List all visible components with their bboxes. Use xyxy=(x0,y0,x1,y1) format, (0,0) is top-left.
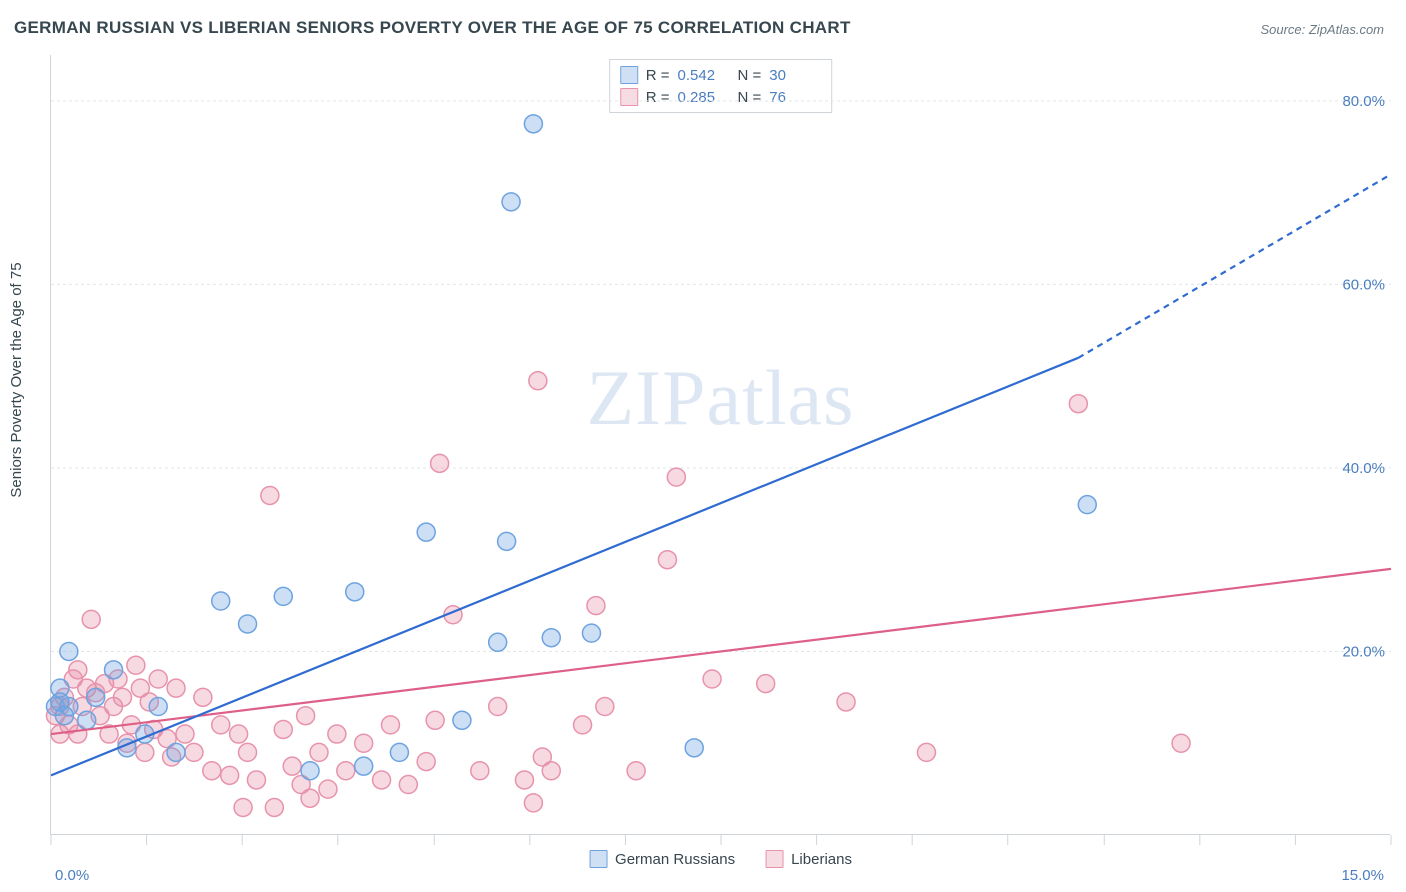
chart-title: GERMAN RUSSIAN VS LIBERIAN SENIORS POVER… xyxy=(14,18,851,38)
svg-text:80.0%: 80.0% xyxy=(1342,93,1385,110)
svg-text:60.0%: 60.0% xyxy=(1342,276,1385,293)
swatch-icon xyxy=(589,850,607,868)
scatter-plot-svg: 20.0% 40.0% 60.0% 80.0% xyxy=(51,55,1390,834)
y-axis-label: Seniors Poverty Over the Age of 75 xyxy=(8,262,25,497)
legend-item-liberians: Liberians xyxy=(765,850,852,868)
source-attribution: Source: ZipAtlas.com xyxy=(1260,22,1384,37)
plot-area: ZIPatlas R = 0.542 N = 30 R = 0.285 N = … xyxy=(50,55,1390,835)
legend-series: German Russians Liberians xyxy=(589,850,852,868)
svg-text:20.0%: 20.0% xyxy=(1342,643,1385,660)
legend-label: German Russians xyxy=(615,851,735,868)
x-tick-label-max: 15.0% xyxy=(1341,867,1384,884)
swatch-icon xyxy=(765,850,783,868)
legend-item-german-russians: German Russians xyxy=(589,850,735,868)
legend-label: Liberians xyxy=(791,851,852,868)
x-tick-label-min: 0.0% xyxy=(55,867,89,884)
svg-text:40.0%: 40.0% xyxy=(1342,460,1385,477)
